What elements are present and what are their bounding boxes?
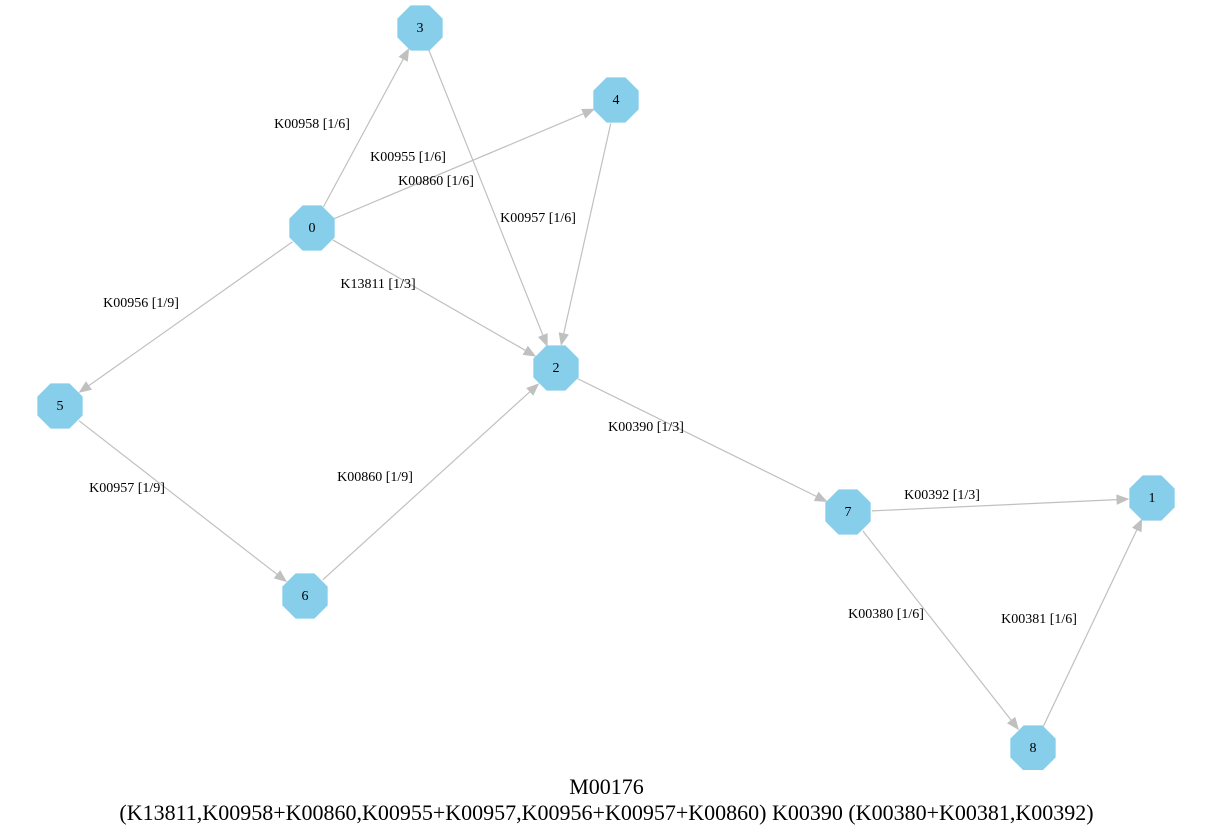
node-4: 4 [593, 77, 639, 123]
edge-label: K00380 [1/6] [848, 607, 924, 622]
edge-line [78, 420, 278, 576]
node-5: 5 [37, 383, 83, 429]
arrow-head [1116, 494, 1130, 505]
edge-line [1042, 529, 1138, 727]
arrow-head [581, 108, 596, 119]
node-label: 7 [845, 505, 852, 520]
node-0: 0 [289, 205, 335, 251]
edge-line [322, 391, 531, 581]
node-label: 6 [302, 589, 309, 604]
module-expression: (K13811,K00958+K00860,K00955+K00957,K009… [119, 800, 1094, 825]
edge-8-1 [1042, 518, 1143, 727]
edge-7-1 [871, 494, 1130, 512]
edge-line [428, 50, 544, 336]
edges-layer [78, 47, 1143, 731]
edge-labels-layer: K00958 [1/6] K00955 [1/6] K13811 [1/3] K009… [89, 117, 1077, 627]
edge-6-2 [322, 383, 540, 581]
edge-label: K00390 [1/3] [608, 420, 684, 435]
edge-line [322, 58, 404, 208]
node-6: 6 [282, 573, 328, 619]
node-octagon [397, 5, 443, 51]
node-label: 8 [1030, 741, 1037, 756]
node-1: 1 [1129, 475, 1175, 521]
node-label: 1 [1149, 491, 1156, 506]
node-octagon [1010, 725, 1056, 770]
edge-label: K00955 [1/6] [370, 150, 446, 165]
edge-label: K00956 [1/9] [103, 296, 179, 311]
edge-2-7 [577, 378, 828, 502]
node-label: 5 [57, 399, 64, 414]
arrow-head [537, 333, 548, 347]
node-octagon [1129, 475, 1175, 521]
node-octagon [533, 345, 579, 391]
node-octagon [289, 205, 335, 251]
edge-line [88, 241, 293, 387]
arrow-head [813, 491, 828, 502]
edge-label: K13811 [1/3] [340, 277, 415, 292]
edge-label: K00381 [1/6] [1001, 612, 1077, 627]
arrow-head [273, 570, 288, 583]
edge-line [332, 239, 526, 352]
pathway-graph: K00958 [1/6] K00955 [1/6] K13811 [1/3] K009… [37, 5, 1175, 770]
edge-line [577, 378, 817, 498]
node-label: 3 [417, 21, 424, 36]
edge-0-4 [333, 108, 596, 220]
diagram-title: M00176 [569, 774, 644, 799]
node-octagon [37, 383, 83, 429]
node-octagon [825, 489, 871, 535]
edge-0-2 [332, 239, 537, 357]
arrow-head [78, 381, 93, 393]
arrow-head [522, 345, 537, 357]
edge-label: K00392 [1/3] [904, 488, 980, 503]
edge-line [871, 499, 1118, 512]
node-2: 2 [533, 345, 579, 391]
node-label: 0 [309, 221, 316, 236]
edge-label: K00860 [1/9] [337, 470, 413, 485]
node-label: 4 [613, 93, 620, 108]
edge-5-6 [78, 420, 288, 583]
edge-line [563, 123, 612, 334]
node-label: 2 [553, 361, 560, 376]
edge-label: K00957 [1/6] [500, 211, 576, 226]
node-8: 8 [1010, 725, 1056, 770]
edge-3-2 [428, 50, 548, 347]
edge-0-5 [78, 241, 293, 393]
nodes-layer: 0 1 2 3 4 5 6 7 8 [37, 5, 1175, 770]
edge-line [333, 113, 584, 220]
arrow-head [1006, 716, 1020, 731]
arrow-head [558, 332, 569, 346]
arrow-head [526, 383, 540, 396]
edge-4-2 [558, 123, 612, 346]
edge-label: K00958 [1/6] [274, 117, 350, 132]
arrow-head [1132, 518, 1143, 533]
edge-label: K00860 [1/6] [398, 174, 474, 189]
arrow-head [398, 47, 410, 62]
node-octagon [593, 77, 639, 123]
edge-line [862, 530, 1012, 721]
edge-label: K00957 [1/9] [89, 481, 165, 496]
node-octagon [282, 573, 328, 619]
node-7: 7 [825, 489, 871, 535]
edge-7-8 [862, 530, 1020, 731]
node-3: 3 [397, 5, 443, 51]
edge-0-3 [322, 47, 410, 208]
